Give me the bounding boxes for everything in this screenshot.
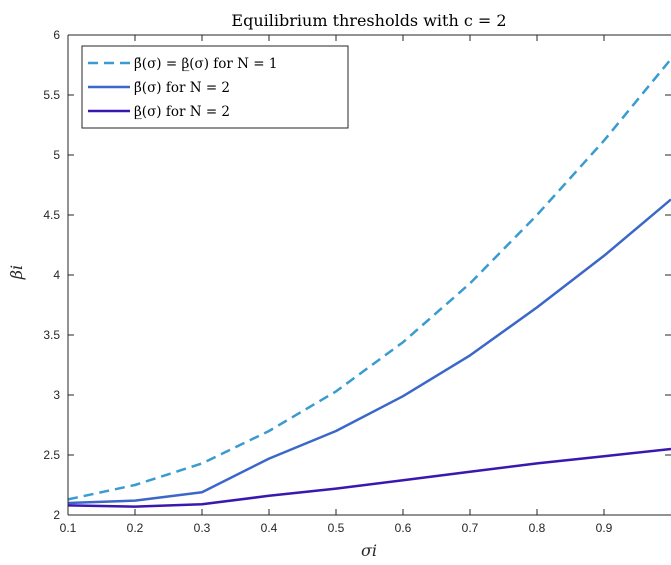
x-tick-label: 0.9 [596,521,613,535]
y-tick-label: 4.5 [43,208,60,222]
y-ticks: 2 2.5 3 3.5 4 4.5 5 5.5 6 [43,28,671,522]
x-tick-label: 0.6 [395,521,412,535]
x-tick-label: 0.5 [328,521,345,535]
series-layer [67,58,671,508]
x-tick-label: 0.7 [462,521,479,535]
x-tick-label: 0.1 [60,521,77,535]
legend-label-series-2: β̄(σ) for N = 2 [134,80,230,96]
legend: β̄(σ) = β̲(σ) for N = 1 β̄(σ) for N = 2 … [81,45,349,129]
series-line-3 [67,447,671,508]
legend-label-series-3: β̲(σ) for N = 2 [134,104,230,120]
y-tick-label: 2 [53,508,60,522]
x-tick-label: 0.2 [127,521,144,535]
y-tick-label: 3.5 [43,328,60,342]
series-line-2 [67,198,671,505]
series-line-1 [67,58,671,501]
x-axis-label: σi [361,541,377,560]
x-tick-label: 0.8 [529,521,546,535]
chart-title: Equilibrium thresholds with c = 2 [231,11,506,30]
y-axis-label: βi [7,265,26,280]
y-tick-label: 5.5 [43,88,60,102]
y-tick-label: 2.5 [43,448,60,462]
x-tick-label: 0.4 [261,521,278,535]
x-tick-label: 0.3 [194,521,211,535]
y-tick-label: 3 [53,388,60,402]
y-tick-label: 4 [53,268,60,282]
y-tick-label: 6 [53,28,60,42]
x-ticks: 0.1 0.2 0.3 0.4 0.5 0.6 0.7 0.8 0.9 [60,35,613,535]
y-tick-label: 5 [53,148,60,162]
legend-label-series-1: β̄(σ) = β̲(σ) for N = 1 [134,56,277,72]
